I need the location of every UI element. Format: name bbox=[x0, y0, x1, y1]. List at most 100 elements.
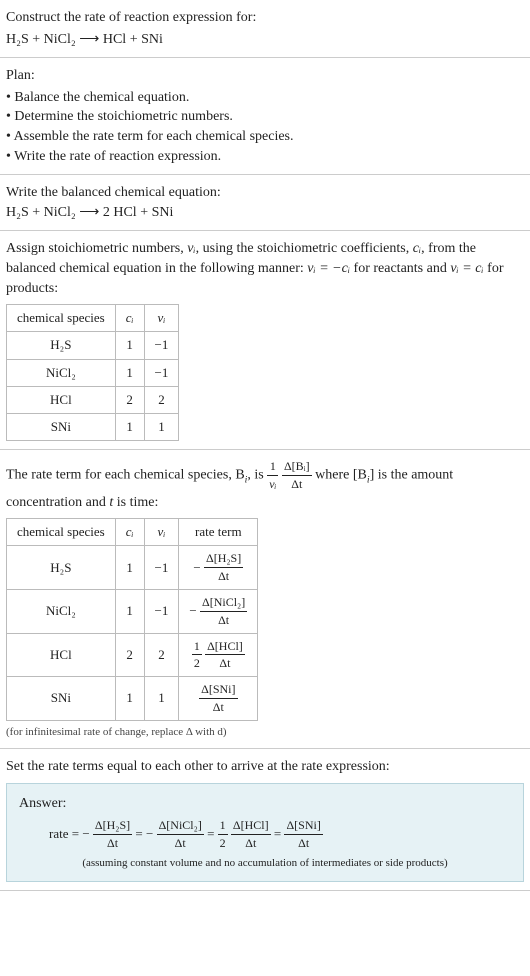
num: 1 bbox=[267, 458, 278, 476]
rate-frac: Δ[H₂S] Δt bbox=[204, 550, 243, 585]
rate-frac: Δ[SNi] Δt bbox=[199, 681, 237, 716]
nu-cell: −1 bbox=[144, 546, 179, 590]
col-nu: νᵢ bbox=[144, 305, 179, 332]
rate-expression: rate = − Δ[H₂S] Δt = − Δ[NiCl₂] Δt = 1 2… bbox=[19, 817, 511, 852]
plan-item: • Balance the chemical equation. bbox=[6, 88, 524, 108]
plan-heading: Plan: bbox=[6, 66, 524, 86]
answer-label: Answer: bbox=[19, 794, 511, 814]
rateterm-cell: − Δ[NiCl₂] Δt bbox=[179, 590, 258, 634]
col-ci: cᵢ bbox=[115, 519, 144, 546]
species-cell: H₂S bbox=[7, 332, 116, 359]
answer-note: (assuming constant volume and no accumul… bbox=[19, 856, 511, 871]
prefix: − bbox=[189, 603, 196, 618]
text: , using the stoichiometric coefficients, bbox=[196, 241, 413, 256]
nu-cell: 1 bbox=[144, 413, 179, 440]
num: Δ[H₂S] bbox=[204, 550, 243, 568]
stoich-intro: Assign stoichiometric numbers, νᵢ, using… bbox=[6, 239, 524, 298]
species-cell: H₂S bbox=[7, 546, 116, 590]
num: Δ[SNi] bbox=[284, 817, 322, 835]
text: Assign stoichiometric numbers, bbox=[6, 241, 187, 256]
species-cell: HCl bbox=[7, 633, 116, 677]
balanced-equation: H₂S + NiCl₂ ⟶ 2 HCl + SNi bbox=[6, 203, 524, 223]
den: Δt bbox=[282, 476, 312, 493]
plan-list: • Balance the chemical equation. • Deter… bbox=[6, 88, 524, 166]
ci-cell: 2 bbox=[115, 633, 144, 677]
den: Δt bbox=[231, 835, 271, 852]
num: Δ[SNi] bbox=[199, 681, 237, 699]
text: where [B bbox=[315, 468, 367, 483]
table-row: H₂S 1 −1 bbox=[7, 332, 179, 359]
balanced-heading: Write the balanced chemical equation: bbox=[6, 183, 524, 203]
final-heading: Set the rate terms equal to each other t… bbox=[6, 757, 524, 777]
question-section: Construct the rate of reaction expressio… bbox=[0, 0, 530, 58]
den: νᵢ bbox=[267, 476, 278, 493]
rate-frac: Δ[HCl] Δt bbox=[205, 638, 245, 673]
coef-frac: 1 2 bbox=[218, 817, 228, 852]
rateterm-table: chemical species cᵢ νᵢ rate term H₂S 1 −… bbox=[6, 518, 258, 721]
den: Δt bbox=[284, 835, 322, 852]
num: Δ[HCl] bbox=[231, 817, 271, 835]
table-row: SNi 1 1 bbox=[7, 413, 179, 440]
nu-cell: 2 bbox=[144, 633, 179, 677]
nu-cell: 2 bbox=[144, 386, 179, 413]
rateterm-cell: 1 2 Δ[HCl] Δt bbox=[179, 633, 258, 677]
balanced-section: Write the balanced chemical equation: H₂… bbox=[0, 175, 530, 231]
rateterm-note: (for infinitesimal rate of change, repla… bbox=[6, 725, 524, 740]
rate-frac: Δ[SNi] Δt bbox=[284, 817, 322, 852]
table-row: NiCl₂ 1 −1 bbox=[7, 359, 179, 386]
rate-frac: Δ[NiCl₂] Δt bbox=[157, 817, 204, 852]
rateterm-cell: − Δ[H₂S] Δt bbox=[179, 546, 258, 590]
unbalanced-equation: H₂S + NiCl₂ ⟶ HCl + SNi bbox=[6, 30, 524, 50]
ci-symbol: cᵢ bbox=[413, 241, 421, 256]
ci-cell: 1 bbox=[115, 590, 144, 634]
text: , is bbox=[247, 468, 267, 483]
species-cell: HCl bbox=[7, 386, 116, 413]
rateterm-cell: Δ[SNi] Δt bbox=[179, 677, 258, 721]
nu-cell: −1 bbox=[144, 590, 179, 634]
col-ci: cᵢ bbox=[115, 305, 144, 332]
nu-cell: −1 bbox=[144, 359, 179, 386]
rate-frac: Δ[NiCl₂] Δt bbox=[200, 594, 247, 629]
ci-cell: 1 bbox=[115, 546, 144, 590]
num: 1 bbox=[192, 638, 202, 656]
num: Δ[HCl] bbox=[205, 638, 245, 656]
rateterm-section: The rate term for each chemical species,… bbox=[0, 450, 530, 749]
reactant-rule: νᵢ = −cᵢ bbox=[307, 261, 350, 276]
col-rateterm: rate term bbox=[179, 519, 258, 546]
den: Δt bbox=[204, 568, 243, 585]
stoich-table: chemical species cᵢ νᵢ H₂S 1 −1 NiCl₂ 1 … bbox=[6, 304, 179, 441]
ci-cell: 1 bbox=[115, 359, 144, 386]
ci-cell: 1 bbox=[115, 332, 144, 359]
coef-frac: 1 2 bbox=[192, 638, 202, 673]
species-cell: SNi bbox=[7, 413, 116, 440]
table-row: HCl 2 2 1 2 Δ[HCl] Δt bbox=[7, 633, 258, 677]
table-row: NiCl₂ 1 −1 − Δ[NiCl₂] Δt bbox=[7, 590, 258, 634]
col-nu: νᵢ bbox=[144, 519, 179, 546]
rateterm-intro: The rate term for each chemical species,… bbox=[6, 458, 524, 512]
rate-frac: Δ[HCl] Δt bbox=[231, 817, 271, 852]
num: Δ[Bᵢ] bbox=[282, 458, 312, 476]
product-rule: νᵢ = cᵢ bbox=[450, 261, 483, 276]
prefix: − bbox=[82, 827, 89, 842]
ci-cell: 1 bbox=[115, 677, 144, 721]
plan-section: Plan: • Balance the chemical equation. •… bbox=[0, 58, 530, 175]
plan-item: • Write the rate of reaction expression. bbox=[6, 147, 524, 167]
rate-frac: Δ[H₂S] Δt bbox=[93, 817, 132, 852]
den: Δt bbox=[200, 612, 247, 629]
eq-sign: = bbox=[135, 827, 146, 842]
rate-lead: rate = bbox=[49, 827, 82, 842]
den: 2 bbox=[192, 655, 202, 672]
species-cell: NiCl₂ bbox=[7, 359, 116, 386]
den: Δt bbox=[199, 699, 237, 716]
eq-sign: = bbox=[274, 827, 285, 842]
table-header-row: chemical species cᵢ νᵢ bbox=[7, 305, 179, 332]
table-row: SNi 1 1 Δ[SNi] Δt bbox=[7, 677, 258, 721]
coef-frac: 1 νᵢ bbox=[267, 458, 278, 493]
den: Δt bbox=[205, 655, 245, 672]
num: Δ[H₂S] bbox=[93, 817, 132, 835]
species-cell: SNi bbox=[7, 677, 116, 721]
num: Δ[NiCl₂] bbox=[157, 817, 204, 835]
num: 1 bbox=[218, 817, 228, 835]
table-header-row: chemical species cᵢ νᵢ rate term bbox=[7, 519, 258, 546]
den: Δt bbox=[93, 835, 132, 852]
